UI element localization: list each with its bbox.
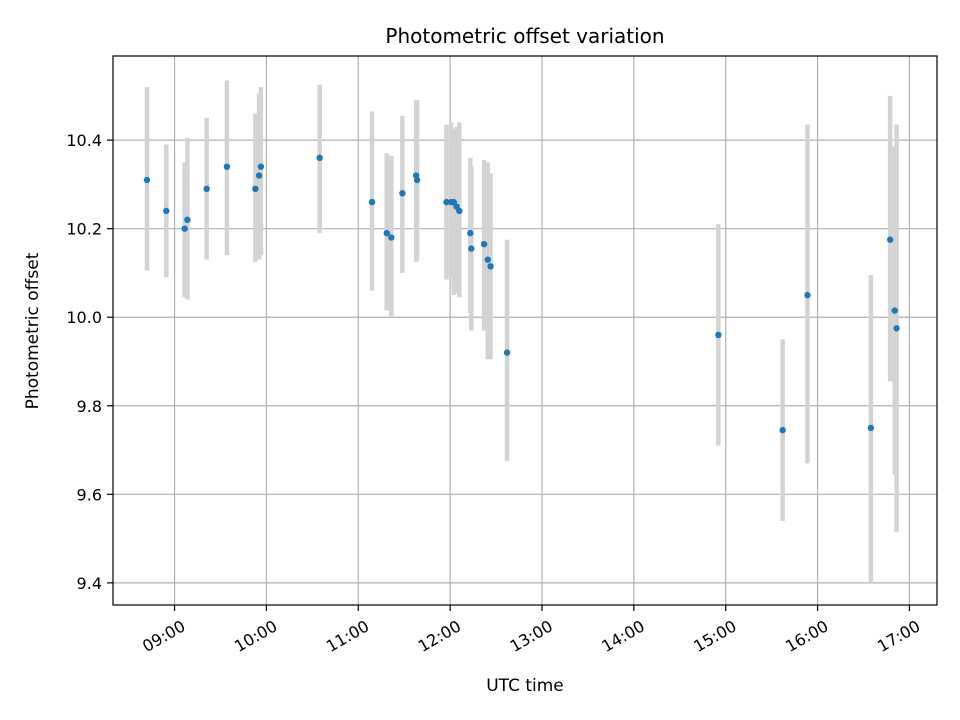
data-point	[368, 198, 376, 206]
data-point	[487, 263, 494, 270]
data-point	[804, 291, 811, 299]
y-tick-label: 9.8	[77, 397, 102, 416]
data-point	[388, 234, 395, 241]
data-point	[163, 207, 170, 215]
data-point	[252, 185, 259, 193]
y-axis-title: Photometric offset	[23, 252, 43, 409]
data-point	[886, 236, 894, 243]
data-point	[143, 176, 151, 184]
data-point	[467, 229, 474, 237]
data-point	[715, 331, 722, 339]
y-tick-label: 9.4	[77, 574, 102, 593]
data-point	[503, 349, 511, 356]
data-point	[413, 176, 421, 184]
data-point	[484, 256, 491, 263]
data-point	[181, 225, 188, 232]
y-tick-label: 10.0	[66, 308, 102, 327]
data-point	[257, 163, 265, 170]
data-point	[893, 325, 900, 332]
data-point	[383, 229, 390, 237]
data-point	[399, 190, 406, 197]
data-point	[255, 172, 263, 179]
data-point	[891, 307, 898, 314]
data-point	[443, 198, 450, 206]
plot-frame	[112, 55, 938, 606]
data-point	[779, 426, 786, 434]
data-point	[480, 240, 488, 248]
data-points	[143, 154, 900, 434]
data-point	[203, 185, 210, 193]
x-axis-title: UTC time	[486, 676, 564, 696]
data-point	[184, 216, 191, 224]
grid	[113, 56, 937, 605]
y-tick-label: 10.2	[66, 220, 102, 239]
data-point	[456, 207, 463, 215]
data-point	[316, 154, 323, 162]
chart-title: Photometric offset variation	[385, 24, 664, 48]
data-point	[223, 163, 231, 170]
data-point	[468, 245, 475, 252]
y-tick-label: 10.4	[66, 131, 102, 150]
data-point	[867, 424, 875, 432]
y-tick-label: 9.6	[77, 485, 102, 504]
